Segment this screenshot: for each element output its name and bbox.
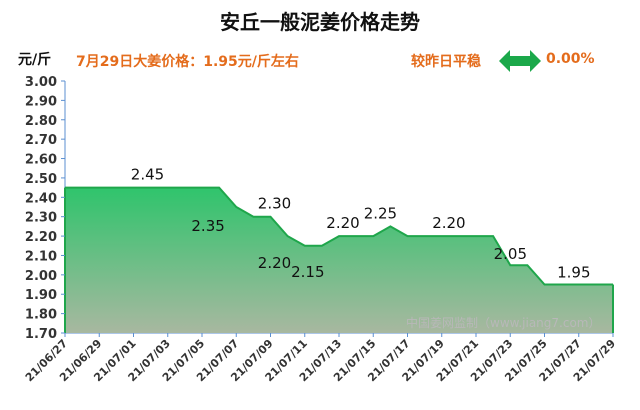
double-arrow-icon	[499, 50, 541, 72]
y-tick-label: 2.00	[25, 269, 57, 284]
data-label: 1.95	[557, 264, 590, 282]
unit-label: 元/斤	[18, 52, 52, 68]
data-label: 2.20	[258, 254, 291, 272]
data-label: 2.20	[432, 214, 465, 232]
y-tick-label: 1.70	[25, 327, 57, 342]
data-label: 2.30	[258, 195, 291, 213]
y-tick-label: 1.90	[25, 288, 57, 303]
price-summary: 7月29日大姜价格：1.95元/斤左右	[76, 54, 299, 70]
watermark: 中国姜网监制（www.jiang7.com）	[406, 315, 600, 330]
y-tick-label: 2.10	[25, 249, 57, 264]
data-label: 2.35	[191, 217, 224, 235]
chart-title: 安丘一般泥姜价格走势	[220, 10, 420, 34]
y-tick-label: 2.20	[25, 230, 57, 245]
y-tick-label: 1.80	[25, 308, 57, 323]
y-tick-label: 3.00	[25, 75, 57, 90]
y-tick-label: 2.50	[25, 172, 57, 187]
data-label: 2.20	[326, 214, 359, 232]
data-label: 2.05	[494, 245, 527, 263]
y-tick-label: 2.70	[25, 133, 57, 148]
data-label: 2.45	[131, 166, 164, 184]
y-tick-label: 2.30	[25, 211, 57, 226]
trend-percent: 0.00%	[546, 51, 595, 67]
y-tick-label: 2.80	[25, 114, 57, 129]
price-area	[65, 187, 613, 333]
trend-label: 较昨日平稳	[411, 54, 481, 70]
y-tick-label: 2.60	[25, 153, 57, 168]
y-tick-label: 2.90	[25, 94, 57, 109]
y-tick-label: 2.40	[25, 191, 57, 206]
price-line	[65, 186, 613, 286]
data-label: 2.25	[364, 204, 397, 222]
data-label: 2.15	[291, 263, 324, 281]
